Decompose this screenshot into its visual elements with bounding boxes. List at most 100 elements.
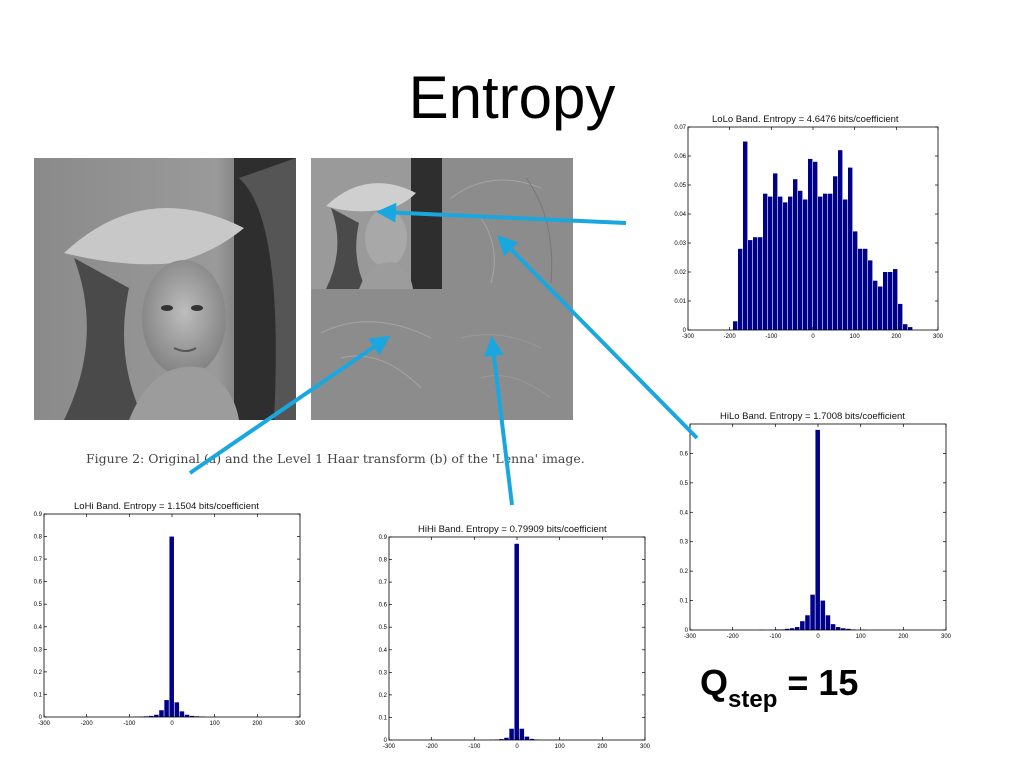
histogram-bar [514, 543, 519, 740]
histogram-bar [843, 199, 848, 330]
x-tick-label: 300 [941, 634, 952, 640]
histogram-bar [825, 615, 831, 630]
y-tick-label: 0.5 [34, 602, 43, 608]
y-tick-label: 0.1 [34, 692, 43, 698]
histogram-bar [810, 594, 815, 630]
histogram-bar [903, 324, 908, 330]
histogram-bar [878, 286, 883, 330]
histogram-bar [823, 193, 828, 330]
x-tick-label: -100 [468, 744, 481, 750]
x-tick-label: 100 [210, 721, 221, 727]
histogram-bar [509, 728, 514, 740]
histogram-bar [800, 621, 805, 630]
y-tick-label: 0.8 [379, 558, 388, 564]
haar-transform-image [311, 158, 573, 420]
y-tick-label: 0.05 [674, 183, 686, 189]
plot-frame [689, 423, 947, 631]
plot-frame [687, 126, 939, 331]
y-tick-label: 0.9 [379, 535, 388, 541]
histogram-bar [504, 737, 509, 740]
histogram-bar [863, 248, 868, 330]
histogram-bar [789, 628, 795, 630]
histogram-bar [189, 715, 195, 717]
histogram-bar [833, 176, 838, 330]
histogram-bar [793, 179, 798, 330]
original-lenna-image [34, 158, 296, 420]
y-tick-label: 0.6 [680, 451, 689, 457]
y-tick-label: 0.6 [379, 603, 388, 609]
x-tick-label: 200 [597, 744, 608, 750]
histogram-bar [763, 193, 768, 330]
histogram-bar [828, 193, 833, 330]
histogram-bar [820, 600, 826, 630]
histogram-bar [818, 196, 823, 330]
histogram-bar [838, 150, 843, 330]
histogram-bar [169, 536, 174, 717]
slide-title: Entropy [408, 64, 616, 131]
histogram-bar [529, 738, 535, 740]
y-tick-label: 0.3 [680, 540, 689, 546]
histogram-bar [813, 161, 818, 330]
histogram-bar [788, 196, 793, 330]
hilo-histogram-title: HiLo Band. Entropy = 1.7008 bits/coeffic… [720, 411, 905, 422]
hihi-histogram-title: HiHi Band. Entropy = 0.79909 bits/coeffi… [418, 524, 607, 535]
y-tick-label: 0.3 [379, 670, 388, 676]
histogram-bar [893, 269, 898, 330]
y-tick-label: 0 [384, 738, 388, 744]
histogram-bar [519, 728, 525, 740]
histogram-bar [743, 141, 748, 330]
y-tick-label: 0.2 [680, 569, 689, 575]
y-tick-label: 0 [683, 328, 687, 334]
y-tick-label: 0.04 [674, 212, 686, 218]
y-tick-label: 0.8 [34, 535, 43, 541]
x-tick-label: 300 [295, 721, 306, 727]
x-tick-label: 300 [933, 334, 944, 340]
y-tick-label: 0.5 [680, 481, 689, 487]
histogram-bar [174, 702, 180, 717]
x-tick-label: 200 [891, 334, 902, 340]
histogram-bar [195, 716, 200, 717]
histogram-bar [738, 248, 743, 330]
x-tick-label: 0 [816, 634, 820, 640]
x-tick-label: -300 [38, 721, 51, 727]
histogram-bar [815, 429, 820, 630]
y-tick-label: 0.5 [379, 625, 388, 631]
histogram-bar [179, 711, 185, 717]
histogram-bar [898, 303, 903, 330]
histogram-bar [805, 615, 810, 630]
histogram-bar [848, 167, 853, 330]
qstep-label: Qstep = 15 [700, 662, 858, 714]
histogram-bar [883, 272, 888, 330]
x-tick-label: -100 [769, 634, 782, 640]
x-tick-label: -200 [724, 334, 737, 340]
histogram-bar [851, 629, 856, 630]
histogram-bar [184, 714, 190, 717]
histogram-bar [808, 158, 813, 330]
histogram-bar [846, 628, 851, 630]
histogram-bar [830, 624, 836, 630]
histogram-bar [768, 196, 773, 330]
qstep-subscript: step [728, 686, 778, 713]
x-tick-label: -300 [682, 334, 695, 340]
qstep-prefix: Q [700, 662, 729, 703]
histogram-bar [868, 260, 873, 330]
y-tick-label: 0.4 [34, 625, 43, 631]
plot-frame [43, 513, 301, 718]
histogram-bar [873, 280, 878, 330]
x-tick-label: 0 [515, 744, 519, 750]
histogram-bar [853, 231, 858, 330]
histogram-bar [753, 237, 758, 330]
y-tick-label: 0 [685, 628, 689, 634]
y-tick-label: 0.4 [379, 648, 388, 654]
histogram-bar [143, 716, 149, 717]
lolo-histogram-title: LoLo Band. Entropy = 4.6476 bits/coeffic… [712, 114, 899, 125]
histogram-bar [524, 736, 530, 740]
x-tick-label: 200 [898, 634, 909, 640]
y-tick-label: 0.6 [34, 580, 43, 586]
histogram-bar [148, 715, 154, 717]
y-tick-label: 0.2 [34, 670, 43, 676]
histogram-bar [499, 739, 504, 740]
figure-caption: Figure 2: Original (a) and the Level 1 H… [86, 451, 585, 466]
histogram-bar [888, 272, 893, 330]
histogram-bar [779, 629, 785, 630]
